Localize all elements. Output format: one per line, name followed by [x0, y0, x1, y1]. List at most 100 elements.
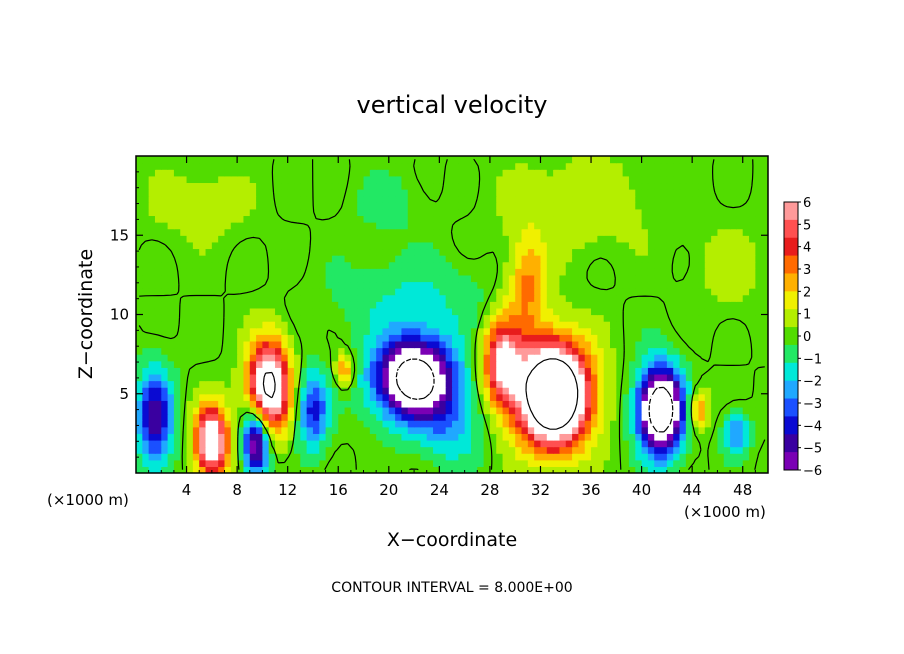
heatmap-cell	[641, 288, 649, 296]
heatmap-cell	[420, 288, 428, 296]
heatmap-cell	[199, 446, 207, 454]
x-tick-label: 40	[632, 481, 651, 499]
heatmap-cell	[464, 261, 472, 269]
heatmap-cell	[654, 162, 662, 170]
heatmap-cell	[433, 321, 440, 329]
heatmap-cell	[148, 294, 156, 302]
heatmap-cell	[692, 215, 700, 223]
heatmap-cell	[502, 195, 510, 203]
heatmap-cell	[136, 228, 143, 236]
heatmap-cell	[192, 387, 200, 395]
heatmap-cell	[376, 268, 384, 276]
heatmap-cell	[262, 288, 270, 296]
heatmap-cell	[565, 347, 573, 355]
heatmap-cell	[350, 301, 358, 309]
heatmap-cell	[407, 195, 415, 203]
heatmap-cell	[761, 321, 768, 329]
heatmap-cell	[369, 175, 377, 184]
heatmap-cell	[477, 255, 485, 263]
heatmap-cell	[761, 208, 768, 217]
heatmap-cell	[666, 301, 674, 309]
heatmap-cell	[256, 314, 263, 322]
heatmap-cell	[603, 255, 611, 263]
heatmap-cell	[647, 268, 655, 276]
heatmap-cell	[647, 202, 655, 210]
heatmap-cell	[331, 156, 339, 164]
heatmap-cell	[666, 466, 674, 473]
heatmap-cell	[268, 466, 276, 473]
heatmap-cell	[275, 235, 282, 243]
heatmap-cell	[344, 281, 352, 289]
heatmap-cell	[306, 169, 314, 177]
heatmap-cell	[515, 334, 523, 342]
heatmap-cell	[521, 307, 529, 316]
heatmap-cell	[666, 241, 674, 250]
heatmap-cell	[723, 354, 731, 362]
heatmap-cell	[540, 360, 548, 368]
heatmap-cell	[243, 314, 251, 322]
heatmap-cell	[502, 241, 510, 250]
heatmap-cell	[515, 387, 523, 395]
heatmap-cell	[540, 156, 548, 164]
heatmap-cell	[414, 321, 421, 329]
heatmap-cell	[294, 334, 301, 342]
heatmap-cell	[610, 367, 617, 375]
heatmap-cell	[205, 268, 213, 276]
heatmap-cell	[572, 195, 579, 203]
heatmap-cell	[553, 241, 561, 250]
heatmap-cell	[502, 354, 510, 362]
heatmap-cell	[483, 301, 491, 309]
heatmap-cell	[312, 439, 320, 448]
heatmap-cell	[161, 393, 169, 401]
heatmap-cell	[572, 274, 579, 283]
heatmap-cell	[281, 439, 289, 448]
heatmap-cell	[452, 367, 459, 375]
heatmap-cell	[306, 426, 314, 434]
heatmap-cell	[736, 347, 744, 355]
heatmap-cell	[256, 420, 263, 428]
heatmap-cell	[660, 301, 668, 309]
heatmap-cell	[704, 439, 712, 448]
heatmap-cell	[641, 175, 649, 184]
heatmap-cell	[167, 373, 175, 382]
heatmap-cell	[572, 413, 579, 421]
heatmap-cell	[477, 466, 485, 473]
heatmap-cell	[742, 162, 750, 170]
heatmap-cell	[502, 248, 510, 256]
heatmap-cell	[742, 175, 750, 184]
heatmap-cell	[300, 393, 308, 401]
heatmap-cell	[350, 433, 358, 441]
heatmap-cell	[407, 354, 415, 362]
heatmap-cell	[173, 222, 181, 230]
heatmap-cell	[382, 347, 390, 355]
heatmap-cell	[654, 261, 662, 269]
heatmap-cell	[287, 268, 295, 276]
heatmap-cell	[161, 373, 169, 382]
heatmap-cell	[230, 393, 238, 401]
heatmap-cell	[294, 235, 301, 243]
heatmap-cell	[704, 321, 712, 329]
heatmap-cell	[622, 439, 630, 448]
heatmap-cell	[736, 268, 744, 276]
heatmap-cell	[515, 406, 523, 415]
heatmap-cell	[281, 307, 289, 316]
heatmap-cell	[154, 268, 162, 276]
heatmap-cell	[414, 288, 421, 296]
heatmap-cell	[211, 433, 219, 441]
heatmap-cell	[192, 182, 200, 190]
heatmap-cell	[483, 215, 491, 223]
heatmap-cell	[685, 453, 693, 461]
heatmap-cell	[433, 235, 440, 243]
heatmap-cell	[692, 301, 700, 309]
heatmap-cell	[717, 426, 725, 434]
heatmap-cell	[483, 367, 491, 375]
heatmap-cell	[243, 281, 251, 289]
heatmap-cell	[515, 228, 523, 236]
heatmap-cell	[755, 248, 763, 256]
heatmap-cell	[452, 360, 459, 368]
heatmap-cell	[578, 268, 586, 276]
heatmap-cell	[641, 208, 649, 217]
heatmap-cell	[205, 453, 213, 461]
heatmap-cell	[256, 156, 263, 164]
heatmap-cell	[508, 340, 516, 349]
